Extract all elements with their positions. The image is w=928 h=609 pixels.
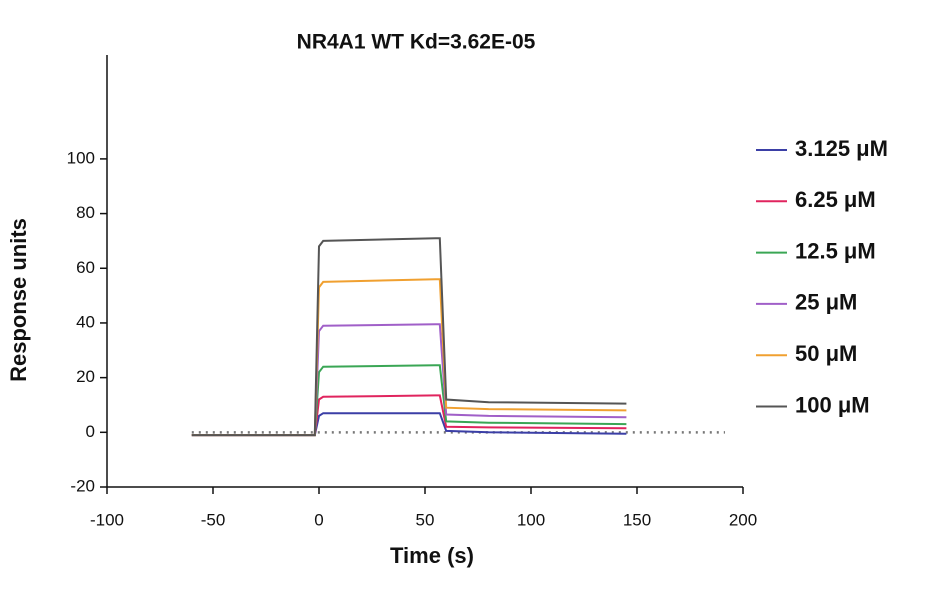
legend-label: 50 μM xyxy=(795,341,857,366)
y-tick-label: 80 xyxy=(76,203,95,222)
x-tick-label: 0 xyxy=(314,510,323,529)
x-tick-label: 50 xyxy=(416,510,435,529)
series-line xyxy=(191,278,627,437)
chart-title: NR4A1 WT Kd=3.62E-05 xyxy=(297,31,536,54)
legend-label: 3.125 μM xyxy=(795,136,888,161)
x-tick-label: 200 xyxy=(729,510,757,529)
series-line xyxy=(191,237,627,437)
y-tick-label: -20 xyxy=(70,476,95,495)
y-tick-label: 100 xyxy=(67,148,95,167)
series-line xyxy=(191,364,627,437)
y-axis-label: Response units xyxy=(6,218,31,382)
y-tick-label: 60 xyxy=(76,258,95,277)
series-line xyxy=(191,323,627,437)
x-tick-label: 150 xyxy=(623,510,651,529)
legend-label: 6.25 μM xyxy=(795,187,876,212)
y-tick-label: 40 xyxy=(76,312,95,331)
x-tick-label: 100 xyxy=(517,510,545,529)
legend-label: 12.5 μM xyxy=(795,238,876,263)
series-line xyxy=(191,394,627,437)
x-axis-label: Time (s) xyxy=(390,543,474,568)
x-tick-label: -100 xyxy=(90,510,124,529)
legend-label: 100 μM xyxy=(795,392,870,417)
x-tick-label: -50 xyxy=(201,510,226,529)
y-tick-label: 0 xyxy=(86,422,95,441)
legend-label: 25 μM xyxy=(795,290,857,315)
y-tick-label: 20 xyxy=(76,367,95,386)
